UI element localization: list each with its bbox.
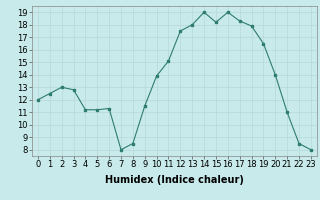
X-axis label: Humidex (Indice chaleur): Humidex (Indice chaleur)	[105, 175, 244, 185]
